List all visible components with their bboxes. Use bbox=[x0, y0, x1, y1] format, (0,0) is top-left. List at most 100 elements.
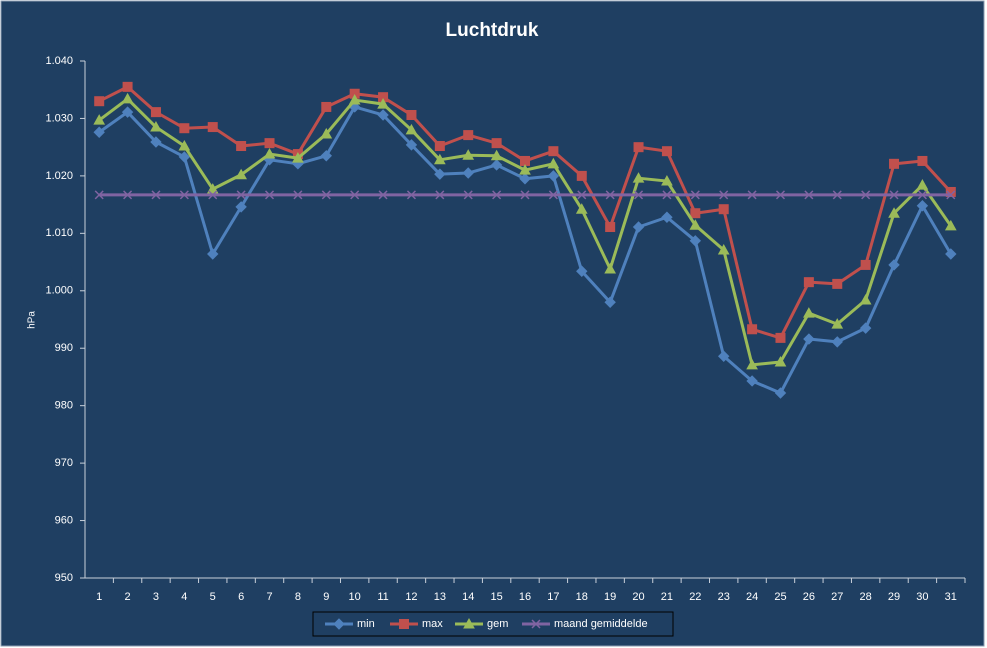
marker bbox=[348, 94, 361, 105]
marker bbox=[576, 265, 588, 277]
marker bbox=[775, 332, 786, 343]
marker bbox=[264, 138, 275, 149]
marker bbox=[235, 168, 247, 180]
marker bbox=[206, 183, 219, 194]
legend-label: gem bbox=[487, 618, 508, 630]
marker bbox=[632, 172, 645, 183]
marker bbox=[179, 123, 190, 134]
marker bbox=[547, 157, 560, 169]
x-tick-label: 7 bbox=[266, 591, 272, 603]
x-tick-label: 28 bbox=[860, 591, 872, 603]
marker bbox=[661, 211, 673, 223]
marker bbox=[519, 173, 531, 185]
marker bbox=[604, 262, 617, 274]
marker bbox=[121, 92, 134, 104]
x-tick-label: 19 bbox=[604, 591, 616, 603]
x-tick-label: 10 bbox=[349, 591, 361, 603]
marker bbox=[888, 207, 900, 218]
x-tick-label: 31 bbox=[945, 591, 957, 603]
marker bbox=[207, 122, 218, 133]
marker bbox=[718, 350, 730, 362]
marker bbox=[293, 190, 303, 200]
marker bbox=[803, 307, 815, 318]
marker bbox=[747, 324, 758, 335]
x-tick-label: 15 bbox=[490, 591, 502, 603]
marker bbox=[888, 259, 900, 271]
y-tick-label: 1.000 bbox=[45, 285, 73, 297]
marker bbox=[945, 248, 957, 260]
marker bbox=[150, 107, 161, 118]
legend-label: maand gemiddelde bbox=[554, 618, 648, 630]
marker bbox=[633, 142, 644, 153]
marker bbox=[490, 149, 503, 161]
y-tick-label: 1.010 bbox=[45, 227, 73, 239]
marker bbox=[93, 126, 105, 138]
marker bbox=[492, 190, 502, 200]
marker bbox=[917, 155, 928, 166]
marker bbox=[463, 130, 474, 141]
marker bbox=[520, 190, 530, 200]
marker bbox=[690, 190, 700, 200]
marker bbox=[531, 619, 541, 629]
marker bbox=[151, 190, 161, 200]
marker bbox=[463, 190, 473, 200]
marker bbox=[859, 293, 872, 305]
marker bbox=[406, 190, 416, 200]
marker bbox=[377, 109, 389, 121]
marker bbox=[662, 190, 672, 200]
y-axis-label: hPa bbox=[27, 311, 38, 329]
marker bbox=[548, 146, 559, 157]
x-tick-label: 27 bbox=[831, 591, 843, 603]
x-tick-label: 13 bbox=[434, 591, 446, 603]
marker bbox=[746, 375, 758, 387]
marker bbox=[804, 190, 814, 200]
x-tick-label: 20 bbox=[632, 591, 644, 603]
marker bbox=[377, 98, 389, 109]
x-tick-label: 4 bbox=[181, 591, 187, 603]
marker bbox=[604, 296, 616, 308]
marker bbox=[861, 190, 871, 200]
marker bbox=[463, 617, 475, 629]
marker bbox=[150, 136, 162, 148]
y-tick-label: 980 bbox=[55, 400, 73, 412]
marker bbox=[235, 201, 247, 213]
marker bbox=[321, 101, 332, 112]
legend-label: min bbox=[357, 618, 375, 630]
marker bbox=[916, 179, 929, 190]
marker bbox=[946, 190, 956, 200]
x-tick-label: 16 bbox=[519, 591, 531, 603]
marker bbox=[917, 190, 927, 200]
marker bbox=[208, 190, 218, 200]
marker bbox=[634, 190, 644, 200]
x-tick-label: 11 bbox=[377, 591, 388, 603]
y-tick-label: 960 bbox=[55, 514, 73, 526]
marker bbox=[490, 159, 503, 171]
marker bbox=[577, 190, 587, 200]
marker bbox=[719, 190, 729, 200]
x-tick-label: 29 bbox=[888, 591, 900, 603]
x-tick-label: 23 bbox=[718, 591, 730, 603]
marker bbox=[406, 109, 417, 120]
x-tick-label: 12 bbox=[405, 591, 417, 603]
marker bbox=[321, 190, 331, 200]
marker bbox=[832, 278, 843, 289]
x-tick-label: 3 bbox=[153, 591, 159, 603]
marker bbox=[916, 200, 929, 212]
marker bbox=[775, 190, 786, 200]
y-tick-label: 1.020 bbox=[45, 170, 73, 182]
marker bbox=[689, 235, 702, 247]
marker bbox=[434, 141, 445, 152]
marker bbox=[889, 158, 900, 169]
x-tick-label: 14 bbox=[462, 591, 474, 603]
x-tick-label: 22 bbox=[689, 591, 701, 603]
marker bbox=[831, 318, 844, 329]
marker bbox=[320, 127, 333, 139]
x-tick-label: 2 bbox=[125, 591, 131, 603]
marker bbox=[774, 387, 787, 399]
x-tick-label: 6 bbox=[238, 591, 244, 603]
marker bbox=[292, 152, 304, 163]
marker bbox=[832, 190, 842, 200]
marker bbox=[520, 155, 530, 166]
